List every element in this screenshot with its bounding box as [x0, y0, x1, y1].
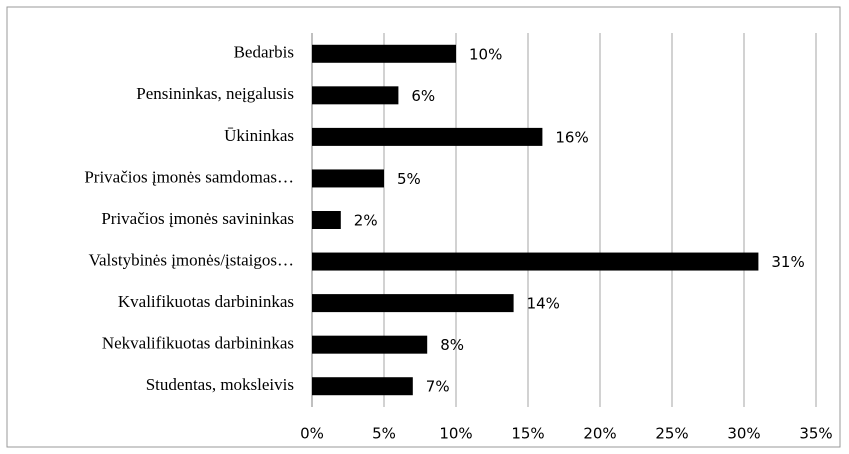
value-label: 10% — [469, 45, 502, 63]
chart-border — [6, 6, 841, 448]
y-tick-label: Valstybinės įmonės/įstaigos… — [89, 250, 294, 269]
value-label: 5% — [397, 170, 421, 188]
x-tick-label: 15% — [511, 425, 544, 443]
bar — [312, 377, 413, 396]
value-label: 16% — [555, 128, 588, 146]
bar — [312, 127, 543, 146]
y-tick-label: Bedarbis — [234, 43, 294, 62]
y-tick-label: Ūkininkas — [224, 126, 294, 145]
y-tick-label: Privačios įmonės samdomas… — [84, 167, 294, 186]
x-tick-label: 30% — [727, 425, 760, 443]
bar — [312, 86, 399, 105]
bar — [312, 169, 384, 188]
value-label: 7% — [426, 378, 450, 396]
x-tick-label: 20% — [583, 425, 616, 443]
bar — [312, 44, 456, 63]
value-label: 14% — [527, 295, 560, 313]
x-tick-label: 35% — [799, 425, 832, 443]
bar — [312, 294, 514, 313]
value-label: 8% — [440, 336, 464, 354]
bar — [312, 252, 759, 271]
value-label: 6% — [411, 87, 435, 105]
bar — [312, 211, 341, 229]
y-tick-label: Studentas, moksleivis — [146, 375, 294, 394]
y-tick-label: Pensininkas, neįgalusis — [136, 84, 294, 103]
value-label: 31% — [771, 253, 804, 271]
value-label: 2% — [354, 212, 378, 230]
y-tick-label: Privačios įmonės savininkas — [101, 209, 294, 228]
y-tick-label: Kvalifikuotas darbininkas — [118, 292, 294, 311]
x-tick-label: 25% — [655, 425, 688, 443]
bar — [312, 335, 428, 354]
x-tick-label: 0% — [300, 425, 324, 443]
y-tick-label: Nekvalifikuotas darbininkas — [102, 334, 294, 353]
x-tick-label: 5% — [372, 425, 396, 443]
x-tick-label: 10% — [439, 425, 472, 443]
